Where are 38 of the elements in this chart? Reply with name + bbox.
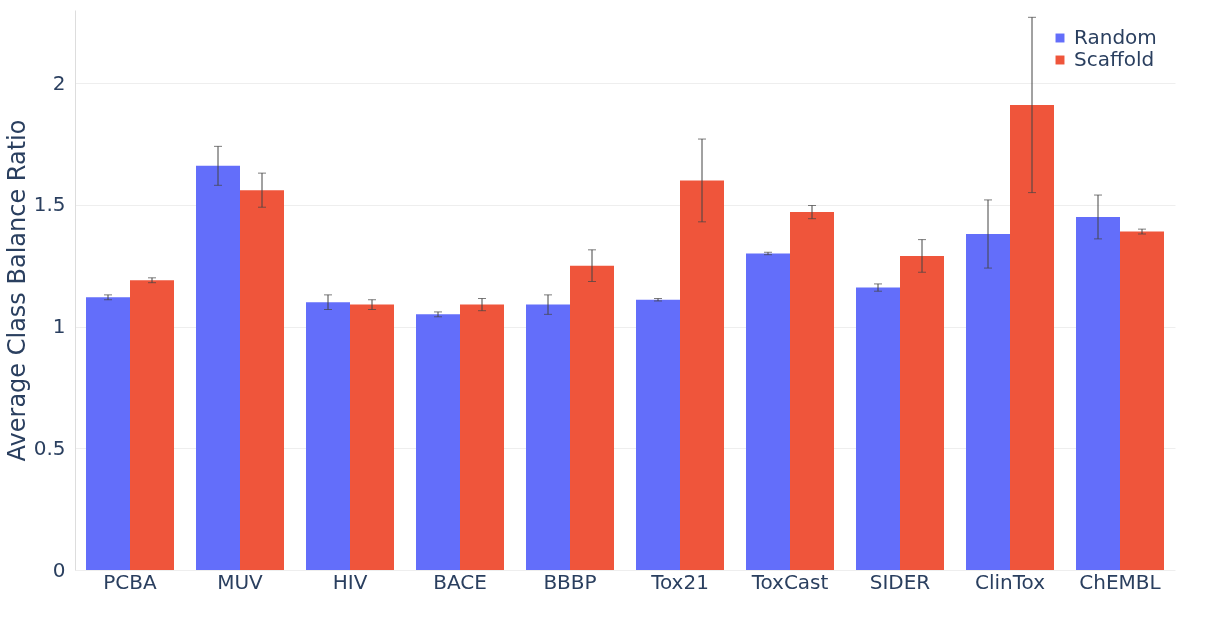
y-tick-label: 1: [52, 314, 66, 339]
x-tick-label: HIV: [332, 569, 368, 594]
bar: [240, 190, 284, 570]
bar: [86, 297, 130, 570]
y-tick-label: 2: [52, 70, 66, 95]
bar: [1120, 231, 1164, 570]
bar: [526, 304, 570, 570]
x-tick-label: BACE: [433, 569, 487, 594]
x-tick-label: SIDER: [869, 569, 931, 594]
bar: [416, 314, 460, 570]
bar: [306, 302, 350, 570]
legend-label: Random: [1074, 25, 1157, 49]
x-tick-label: ChEMBL: [1079, 569, 1162, 594]
y-axis-title: Average Class Balance Ratio: [2, 119, 31, 462]
bar: [196, 165, 240, 570]
bar: [790, 212, 834, 570]
bar: [966, 234, 1010, 570]
x-tick-label: Tox21: [650, 569, 709, 594]
bar: [746, 253, 790, 570]
bar: [856, 287, 900, 570]
bar: [680, 180, 724, 570]
x-tick-label: MUV: [217, 569, 264, 594]
bar: [460, 304, 504, 570]
bar: [636, 299, 680, 570]
x-tick-label: ToxCast: [750, 569, 829, 594]
bar: [1076, 216, 1120, 570]
x-tick-label: ClinTox: [974, 569, 1046, 594]
bar: [350, 304, 394, 570]
x-tick-label: BBBP: [543, 569, 597, 594]
y-tick-label: 0: [52, 557, 66, 582]
bar: [130, 280, 174, 570]
bar: [1010, 104, 1054, 570]
bar: [570, 265, 614, 570]
legend-label: Scaffold: [1074, 47, 1155, 71]
bar: [900, 255, 944, 570]
y-tick-label: 1.5: [33, 192, 66, 217]
y-tick-label: 0.5: [33, 435, 66, 460]
x-tick-label: PCBA: [103, 569, 158, 594]
